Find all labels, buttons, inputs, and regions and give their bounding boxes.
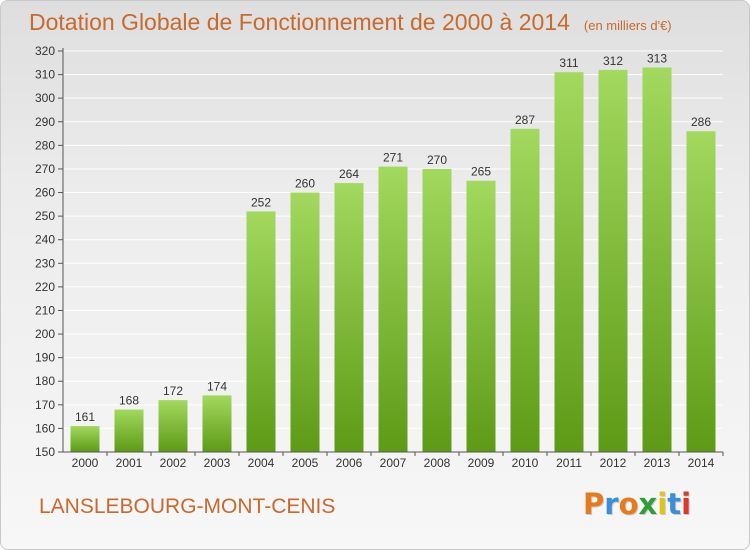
bar-2000 <box>70 426 100 452</box>
data-label-2006: 264 <box>339 167 359 181</box>
data-label-2007: 271 <box>383 151 403 165</box>
y-tick-label: 230 <box>35 256 55 270</box>
x-tick-label-2001: 2001 <box>116 456 143 470</box>
y-tick-label: 170 <box>35 398 55 412</box>
x-tick-label-2009: 2009 <box>468 456 495 470</box>
commune-name: LANSLEBOURG-MONT-CENIS <box>39 495 336 518</box>
bars <box>70 67 716 453</box>
bar-2006 <box>334 183 364 452</box>
bar-2007 <box>378 166 408 453</box>
y-tick-label: 250 <box>35 209 55 223</box>
bar-2014 <box>686 131 716 452</box>
x-tick-label-2002: 2002 <box>160 456 187 470</box>
y-tick-label: 290 <box>35 115 55 129</box>
axes: 150 160 170 180 190 200 210 220 230 240 250 260 270 2… <box>35 44 724 470</box>
proxiti-logo[interactable]: Proxiti <box>583 487 691 521</box>
y-tick-label: 320 <box>35 44 55 58</box>
data-label-2005: 260 <box>295 177 315 191</box>
x-tick-label-2013: 2013 <box>644 456 671 470</box>
x-tick-label-2004: 2004 <box>248 456 275 470</box>
bar-2001 <box>114 409 144 452</box>
logo-letter: i <box>657 487 668 521</box>
bar-2008 <box>422 168 452 453</box>
y-tick-label: 280 <box>35 138 55 152</box>
data-label-2003: 174 <box>207 379 227 393</box>
x-tick-label-2003: 2003 <box>204 456 231 470</box>
logo-letter: t <box>667 487 682 521</box>
x-tick-label-2007: 2007 <box>380 456 407 470</box>
y-tick-label: 260 <box>35 186 55 200</box>
chart-subtitle: (en milliers d'€) <box>583 18 672 33</box>
y-tick-label: 270 <box>35 162 55 176</box>
bar-2013 <box>642 67 672 452</box>
data-label-2001: 168 <box>119 394 139 408</box>
logo-letter: x <box>638 487 658 521</box>
data-label-2000: 161 <box>75 410 95 424</box>
bar-2005 <box>290 192 320 452</box>
bar-2012 <box>598 69 628 452</box>
data-label-2004: 252 <box>251 195 271 209</box>
bar-2003 <box>202 395 232 452</box>
x-tick-label-2006: 2006 <box>336 456 363 470</box>
data-label-2012: 312 <box>603 54 623 68</box>
y-tick-label: 150 <box>35 445 55 459</box>
x-tick-label-2000: 2000 <box>72 456 99 470</box>
data-label-2002: 172 <box>163 384 183 398</box>
data-label-2014: 286 <box>691 115 711 129</box>
y-tick-label: 310 <box>35 68 55 82</box>
x-tick-label-2008: 2008 <box>424 456 451 470</box>
bar-2002 <box>158 400 188 452</box>
y-tick-label: 200 <box>35 327 55 341</box>
data-label-2008: 270 <box>427 153 447 167</box>
data-labels: 161 168 172 174 252 260 264 271 270 265 287 311 312 3… <box>75 52 711 425</box>
y-tick-label: 160 <box>35 421 55 435</box>
bar-2004 <box>246 211 276 452</box>
x-tick-label-2012: 2012 <box>600 456 627 470</box>
data-label-2011: 311 <box>559 56 578 70</box>
chart-title: Dotation Globale de Fonctionnement de 20… <box>29 9 672 36</box>
logo-letter: o <box>618 487 639 521</box>
title-text: Dotation Globale de Fonctionnement de 20… <box>29 9 570 35</box>
logo-letter: P <box>583 487 605 521</box>
data-label-2013: 313 <box>647 52 667 66</box>
data-label-2010: 287 <box>515 113 535 127</box>
y-tick-label: 220 <box>35 280 55 294</box>
x-tick-label-2014: 2014 <box>688 456 715 470</box>
logo-letter: i <box>681 487 692 521</box>
y-tick-label: 240 <box>35 233 55 247</box>
bar-2011 <box>554 72 584 453</box>
data-label-2009: 265 <box>471 165 491 179</box>
y-tick-label: 300 <box>35 91 55 105</box>
y-tick-label: 190 <box>35 351 55 365</box>
bar-2009 <box>466 180 496 452</box>
x-tick-label-2005: 2005 <box>292 456 319 470</box>
y-tick-label: 210 <box>35 303 55 317</box>
y-tick-label: 180 <box>35 374 55 388</box>
bar-2010 <box>510 128 540 452</box>
logo-letter: r <box>604 487 619 521</box>
x-tick-label-2011: 2011 <box>556 456 582 470</box>
x-tick-label-2010: 2010 <box>512 456 539 470</box>
